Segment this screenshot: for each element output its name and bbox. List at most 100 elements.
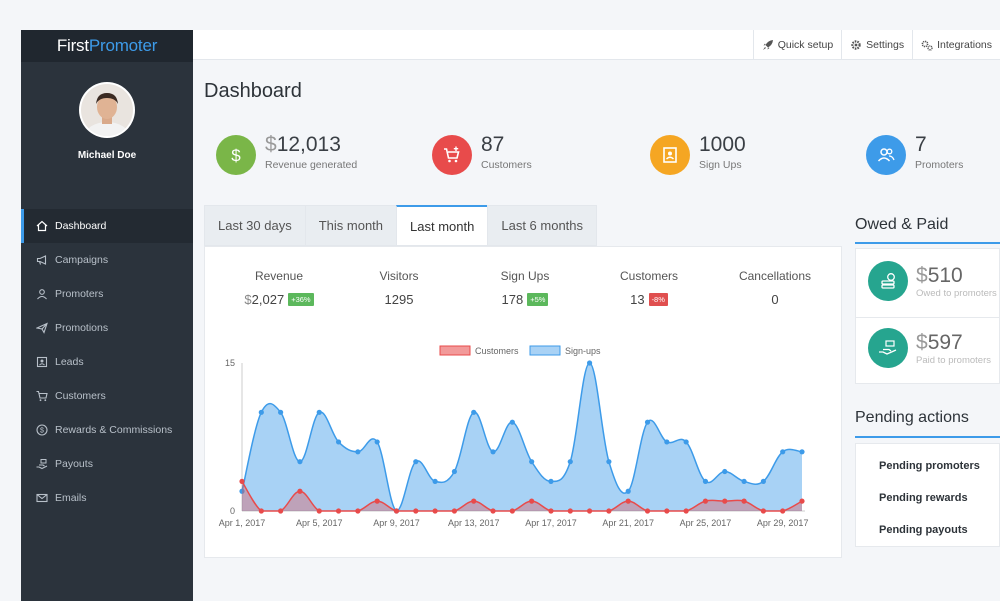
customers-point[interactable] [780, 508, 786, 514]
customers-point[interactable] [393, 508, 400, 514]
customers-point[interactable] [625, 498, 631, 504]
signups-point[interactable] [509, 419, 515, 425]
customers-point[interactable] [567, 508, 573, 514]
settings-button[interactable]: Settings [841, 30, 912, 60]
stat-signups-label: Sign Ups [699, 159, 742, 171]
customers-point[interactable] [258, 508, 264, 514]
tab-last-6-months[interactable]: Last 6 months [487, 205, 598, 246]
customers-point[interactable] [683, 508, 689, 514]
pending-payouts-link[interactable]: Pending payouts [879, 524, 968, 536]
customers-point[interactable] [490, 508, 496, 514]
signups-point[interactable] [355, 449, 361, 455]
pending-promoters-link[interactable]: Pending promoters [879, 460, 980, 472]
signups-point[interactable] [529, 459, 535, 465]
signups-point[interactable] [664, 439, 670, 445]
customers-point[interactable] [644, 508, 651, 514]
signups-point[interactable] [451, 468, 458, 475]
signups-point[interactable] [586, 360, 593, 366]
signups-point[interactable] [432, 478, 438, 484]
signups-point[interactable] [278, 409, 284, 415]
customers-point[interactable] [529, 498, 535, 504]
signups-point[interactable] [625, 488, 631, 494]
metric-customers: Customers 13 -8% [589, 269, 709, 307]
rocket-icon [762, 40, 773, 50]
signups-point[interactable] [567, 459, 573, 465]
tab-last-month[interactable]: Last month [396, 205, 488, 246]
customers-point[interactable] [471, 498, 477, 504]
customers-point[interactable] [278, 508, 284, 514]
customers-point[interactable] [741, 498, 747, 504]
customers-point[interactable] [316, 508, 322, 514]
pending-rewards-link[interactable]: Pending rewards [879, 492, 968, 504]
signups-point[interactable] [683, 439, 689, 445]
customers-point[interactable] [432, 508, 438, 514]
signups-point[interactable] [780, 449, 786, 455]
sidebar-item-leads[interactable]: Leads [21, 345, 193, 379]
integrations-button[interactable]: Integrations [912, 30, 1000, 60]
metric-revenue-value: 2,027 [251, 292, 285, 307]
signups-point[interactable] [471, 409, 477, 415]
sidebar-item-promotions[interactable]: Promotions [21, 311, 193, 345]
sidebar-nav: Dashboard Campaigns Promoters Promotions… [21, 209, 193, 515]
signups-point[interactable] [316, 409, 322, 415]
sidebar-item-customers[interactable]: Customers [21, 379, 193, 413]
signups-series [239, 360, 805, 514]
owed-paid-title: Owed & Paid [855, 216, 949, 233]
sidebar-item-label: Customers [55, 390, 106, 402]
customers-point[interactable] [413, 508, 419, 514]
signups-point[interactable] [490, 449, 496, 455]
quick-setup-button[interactable]: Quick setup [752, 30, 841, 60]
sidebar-item-label: Rewards & Commissions [55, 424, 173, 436]
signups-point[interactable] [258, 409, 264, 415]
metric-cancellations-value: 0 [771, 292, 779, 307]
customers-point[interactable] [297, 488, 303, 494]
metric-revenue-label: Revenue [254, 269, 304, 283]
customers-point[interactable] [586, 508, 593, 514]
signups-point[interactable] [548, 478, 554, 484]
metric-cancellations-label: Cancellations [738, 269, 812, 283]
customers-point[interactable] [664, 508, 670, 514]
sidebar-item-emails[interactable]: Emails [21, 481, 193, 515]
stat-promoters-label: Promoters [915, 159, 964, 171]
customers-point[interactable] [374, 498, 380, 504]
signups-point[interactable] [741, 478, 747, 484]
signups-point[interactable] [799, 449, 805, 455]
sidebar-item-rewards[interactable]: $ Rewards & Commissions [21, 413, 193, 447]
sidebar-item-campaigns[interactable]: Campaigns [21, 243, 193, 277]
customers-point[interactable] [702, 498, 709, 504]
signups-point[interactable] [722, 468, 728, 475]
customers-point[interactable] [799, 498, 805, 504]
signups-point[interactable] [702, 478, 709, 484]
customers-point[interactable] [760, 508, 766, 514]
owed-divider [856, 317, 1000, 318]
tab-last-30-days[interactable]: Last 30 days [204, 205, 305, 246]
tab-this-month[interactable]: This month [304, 205, 397, 246]
signups-point[interactable] [335, 439, 342, 445]
app-logo[interactable]: First Promoter [21, 30, 193, 62]
customers-point[interactable] [451, 508, 458, 514]
avatar[interactable] [79, 82, 135, 138]
signups-point[interactable] [297, 459, 303, 465]
sidebar-item-promoters[interactable]: Promoters [21, 277, 193, 311]
hand-cash-icon [879, 340, 897, 355]
settings-label: Settings [866, 39, 905, 51]
paid-currency: $ [916, 330, 928, 354]
signups-point[interactable] [644, 419, 651, 425]
customers-point[interactable] [606, 508, 612, 514]
sidebar-item-payouts[interactable]: Payouts [21, 447, 193, 481]
customers-point[interactable] [335, 508, 342, 514]
paid-row: $597 Paid to promoters [868, 328, 991, 368]
signups-point[interactable] [374, 439, 380, 445]
customers-point[interactable] [722, 498, 728, 504]
customers-point[interactable] [548, 508, 554, 514]
stat-customers-circle [432, 135, 472, 175]
sidebar-item-dashboard[interactable]: Dashboard [21, 209, 193, 243]
signups-point[interactable] [239, 488, 245, 494]
customers-point[interactable] [355, 508, 361, 514]
signups-point[interactable] [413, 459, 419, 465]
stat-signups: 1000 Sign Ups [650, 133, 746, 175]
customers-point[interactable] [239, 478, 245, 484]
customers-point[interactable] [509, 508, 515, 514]
signups-point[interactable] [760, 478, 766, 484]
signups-point[interactable] [606, 459, 612, 465]
